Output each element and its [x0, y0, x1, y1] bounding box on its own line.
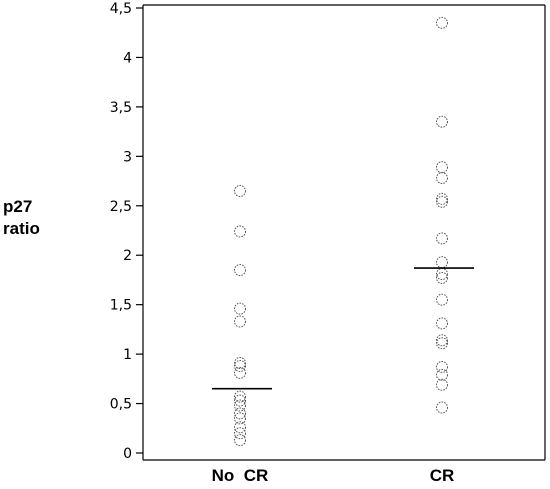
data-point [234, 225, 246, 238]
data-point [234, 427, 246, 440]
data-point [436, 195, 448, 208]
y-tick-label: 2,5 [110, 199, 132, 215]
data-point [436, 115, 448, 128]
data-point [234, 366, 246, 379]
data-point [436, 360, 448, 373]
data-point [436, 271, 448, 284]
data-point [234, 315, 246, 328]
y-axis-ticks: 0 0,5 1 1,5 2 2,5 3 3,5 4 4,5 [110, 1, 143, 462]
data-point [436, 334, 448, 347]
y-axis-label-line-1: p27 [3, 197, 33, 216]
data-points [234, 16, 448, 447]
x-axis-categories: No CR CR [212, 466, 455, 485]
data-point [436, 368, 448, 381]
data-point [234, 394, 246, 407]
data-point [234, 399, 246, 412]
data-point [234, 390, 246, 403]
data-point [234, 357, 246, 370]
data-point [436, 401, 448, 414]
plot-frame [142, 4, 546, 461]
data-point [436, 172, 448, 185]
data-point [234, 302, 246, 315]
data-point [436, 293, 448, 306]
y-tick-label: 4,5 [110, 1, 132, 17]
data-point [436, 232, 448, 245]
y-tick-label: 2 [123, 248, 132, 264]
data-point [436, 161, 448, 174]
y-axis-label: p27 ratio [3, 196, 40, 240]
data-point [436, 256, 448, 269]
data-point [234, 264, 246, 277]
y-tick-label: 1 [123, 347, 132, 363]
y-tick-label: 0,5 [110, 397, 132, 413]
data-point [234, 434, 246, 447]
data-point [436, 337, 448, 350]
y-tick-label: 0 [123, 446, 132, 462]
data-point [234, 412, 246, 425]
data-point [234, 421, 246, 434]
data-point [436, 378, 448, 391]
y-axis-label-line-2: ratio [3, 219, 40, 238]
y-tick-label: 4 [123, 50, 132, 66]
x-category-label: CR [430, 466, 455, 485]
mean-lines [212, 267, 474, 390]
data-point [436, 16, 448, 29]
data-point [234, 407, 246, 420]
y-tick-label: 1,5 [110, 298, 132, 314]
y-tick-label: 3,5 [110, 100, 132, 116]
data-point [436, 192, 448, 205]
x-category-label: No CR [212, 466, 269, 485]
data-point [436, 317, 448, 330]
data-point [234, 359, 246, 372]
y-tick-label: 3 [123, 149, 132, 165]
data-point [234, 184, 246, 197]
